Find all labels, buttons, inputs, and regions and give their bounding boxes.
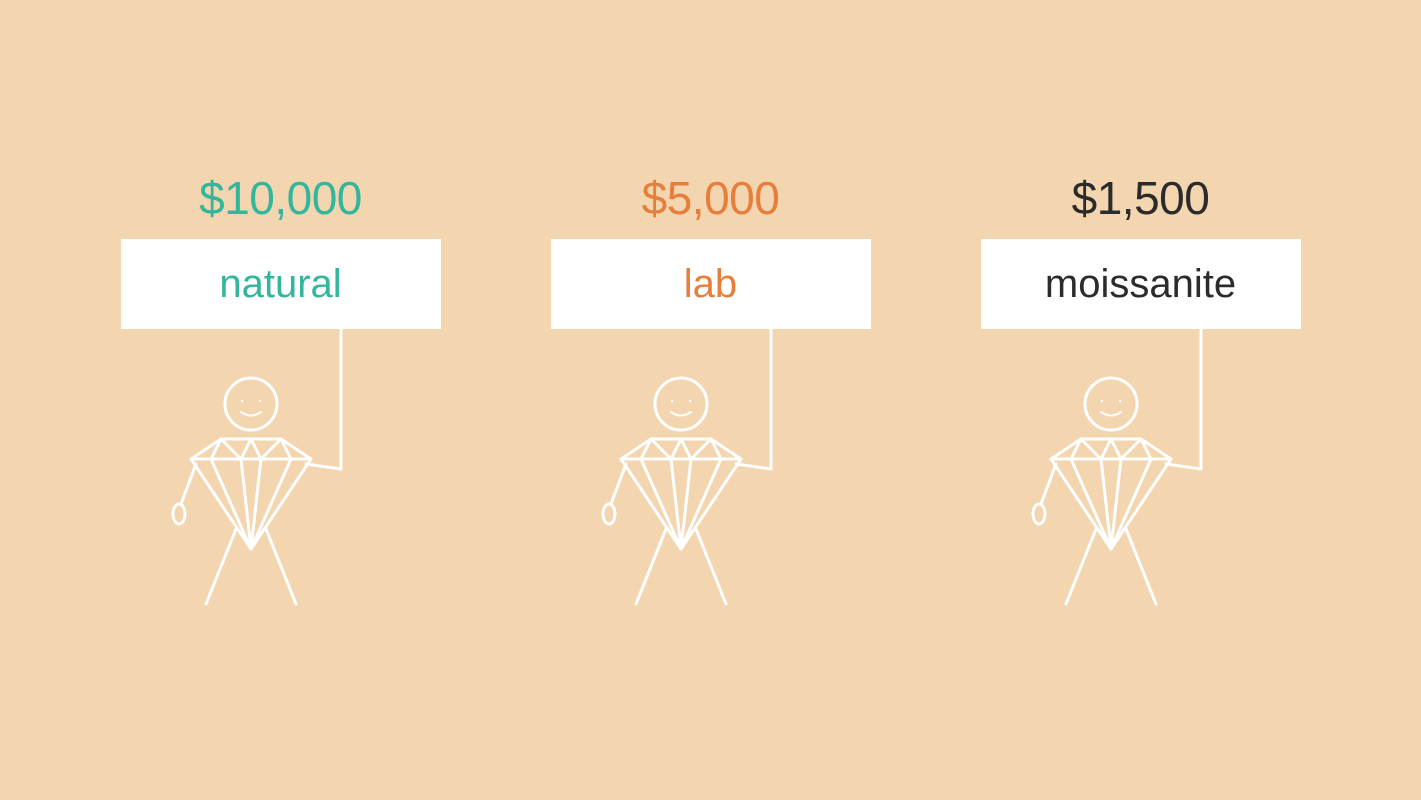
figure-lab (551, 329, 871, 629)
figure-natural (121, 329, 441, 629)
panel-lab: $5,000 lab (541, 171, 881, 629)
panel-moissanite: $1,500 moissanite (971, 171, 1311, 629)
price-natural: $10,000 (199, 171, 362, 225)
figure-moissanite (981, 329, 1301, 629)
panel-natural: $10,000 natural (111, 171, 451, 629)
sign-moissanite: moissanite (981, 239, 1301, 329)
sign-lab: lab (551, 239, 871, 329)
price-moissanite: $1,500 (1072, 171, 1210, 225)
sign-natural: natural (121, 239, 441, 329)
price-lab: $5,000 (642, 171, 780, 225)
